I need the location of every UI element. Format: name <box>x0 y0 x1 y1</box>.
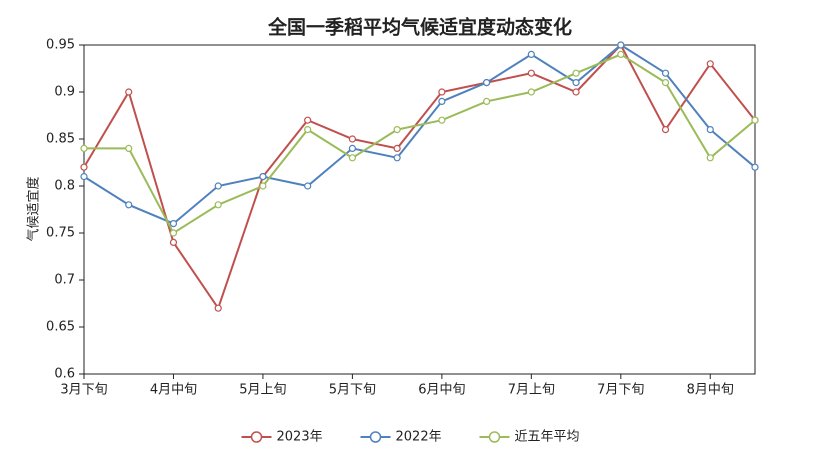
legend-marker <box>488 431 501 443</box>
point <box>214 201 222 209</box>
x-tick-label: 7月下旬 <box>597 383 644 398</box>
chart-title: 全国一季稻平均气候适宜度动态变化 <box>267 16 572 39</box>
point <box>706 154 714 162</box>
y-tick-label: 0.9 <box>54 85 75 100</box>
point <box>348 154 356 162</box>
point <box>259 173 267 181</box>
point <box>617 50 625 59</box>
y-tick-label: 0.65 <box>46 320 75 335</box>
point <box>169 220 178 228</box>
x-tick-label: 8月中旬 <box>687 383 734 398</box>
point <box>80 173 88 181</box>
point <box>661 126 670 134</box>
point <box>348 144 356 152</box>
legend-label: 近五年平均 <box>515 430 580 445</box>
point <box>348 135 356 143</box>
point <box>304 182 312 190</box>
point <box>483 78 491 87</box>
point <box>393 154 401 162</box>
point <box>393 144 401 152</box>
point <box>214 304 222 312</box>
point <box>661 78 670 87</box>
series-line <box>83 43 756 225</box>
y-tick-label: 0.6 <box>54 367 75 382</box>
series-line <box>84 53 756 235</box>
series-line <box>83 43 756 311</box>
point <box>80 144 88 152</box>
point <box>438 97 446 106</box>
point <box>125 201 133 209</box>
point <box>438 88 446 96</box>
point <box>259 182 267 190</box>
y-axis-label: 气候适宜度 <box>26 176 42 241</box>
point <box>706 126 714 134</box>
legend-marker <box>250 431 263 443</box>
legend-marker <box>369 431 382 443</box>
point <box>527 88 535 96</box>
y-tick-label: 0.75 <box>46 226 75 241</box>
plot-frame <box>83 44 756 375</box>
y-tick-label: 0.95 <box>46 38 75 53</box>
y-tick-label: 0.7 <box>54 273 75 288</box>
x-tick-label: 5月上旬 <box>239 383 286 398</box>
point <box>751 116 759 124</box>
point <box>527 69 535 77</box>
point <box>304 126 312 134</box>
point <box>706 60 714 68</box>
point <box>214 182 222 190</box>
point <box>169 229 178 237</box>
x-tick-label: 7月上旬 <box>508 383 555 398</box>
point <box>169 238 178 246</box>
point <box>751 163 759 171</box>
x-tick-label: 4月中旬 <box>150 383 197 398</box>
point <box>572 78 580 87</box>
point <box>125 88 133 96</box>
point <box>527 50 535 59</box>
point <box>304 116 312 124</box>
point <box>125 144 133 152</box>
point <box>438 116 446 124</box>
point <box>572 88 580 96</box>
x-tick-label: 5月下旬 <box>329 383 376 398</box>
x-tick-label: 3月下旬 <box>60 383 107 398</box>
point <box>483 97 491 106</box>
legend-label: 2023年 <box>277 430 323 445</box>
y-tick-label: 0.8 <box>54 179 75 194</box>
point <box>617 41 625 49</box>
y-tick-label: 0.85 <box>46 132 75 147</box>
x-tick-label: 6月中旬 <box>418 383 465 398</box>
point <box>572 69 580 77</box>
point <box>80 163 88 171</box>
point <box>661 69 670 77</box>
point <box>393 126 401 134</box>
legend-label: 2022年 <box>396 430 442 445</box>
